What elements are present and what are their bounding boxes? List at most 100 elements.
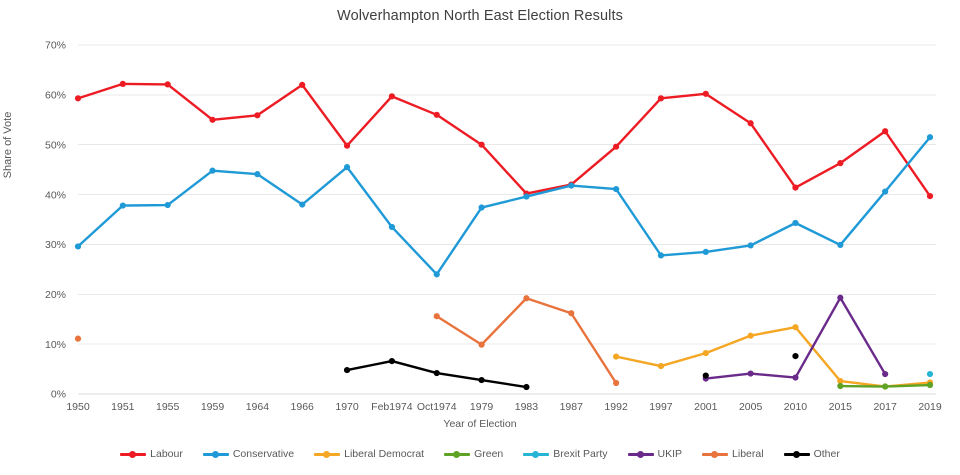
data-point[interactable] [433,111,440,118]
data-point[interactable] [478,141,485,148]
data-point[interactable] [209,116,216,123]
data-point[interactable] [702,350,709,357]
data-point[interactable] [837,382,844,390]
data-point[interactable] [613,353,620,360]
data-point[interactable] [882,370,889,378]
data-point[interactable] [209,167,216,174]
data-point[interactable] [747,120,754,127]
data-point[interactable] [613,379,620,387]
x-axis-tick-label: Oct1974 [417,401,457,413]
data-point[interactable] [568,182,575,189]
data-point[interactable] [882,128,889,135]
data-point[interactable] [657,95,665,102]
x-axis-tick-label: 2019 [918,401,942,413]
y-axis-tick-label: 10% [45,339,66,351]
data-point[interactable] [433,369,440,377]
data-point[interactable] [702,90,709,97]
data-point[interactable] [747,242,754,249]
data-point[interactable] [388,93,395,100]
data-point[interactable] [926,370,934,378]
data-point[interactable] [747,370,754,377]
series-brexit-party [926,370,934,378]
series-liberal [74,295,620,387]
data-point[interactable] [792,219,799,227]
data-point[interactable] [388,223,395,231]
chart-legend: Labour Conservative Liberal Democrat Green B… [0,448,960,460]
legend-item-label: Conservative [232,448,295,460]
data-point[interactable] [254,112,261,119]
y-axis-tick-label: 50% [45,139,66,151]
data-point[interactable] [343,142,351,149]
x-axis-tick-label: 2005 [739,401,763,413]
data-point[interactable] [164,201,171,209]
x-axis-tick-label: Feb1974 [371,401,413,413]
x-axis-tick-label: 2017 [873,401,897,413]
legend-item-ukip[interactable]: UKIP [627,448,683,460]
legend-item-label: Brexit Party [553,448,608,460]
legend-key-icon [523,449,550,459]
data-point[interactable] [657,362,665,370]
data-point[interactable] [613,185,620,193]
data-point[interactable] [433,271,440,278]
data-point[interactable] [702,372,709,379]
data-point[interactable] [74,95,82,102]
data-point[interactable] [926,134,934,141]
legend-item-conservative[interactable]: Conservative [202,448,295,460]
data-point[interactable] [478,341,485,348]
legend-key-icon [783,449,810,459]
x-axis-tick-label: 1950 [66,401,90,413]
data-point[interactable] [74,243,82,250]
data-point[interactable] [343,366,351,374]
legend-item-brexit-party[interactable]: Brexit Party [523,448,608,460]
legend-item-liberal-democrat[interactable]: Liberal Democrat [314,448,424,460]
legend-item-label: Other [813,448,840,460]
series-line [76,136,932,276]
data-point[interactable] [433,313,440,320]
data-point[interactable] [478,376,485,384]
data-point[interactable] [792,324,799,331]
data-point[interactable] [343,164,351,171]
series-line [614,325,932,388]
data-point[interactable] [299,201,306,208]
legend-item-labour[interactable]: Labour [120,448,183,460]
legend-key-icon [702,449,729,459]
data-point[interactable] [568,310,575,317]
legend-key-icon [202,449,229,459]
legend-item-label: UKIP [657,448,683,460]
data-point[interactable] [926,381,934,389]
data-point[interactable] [523,295,530,302]
data-point[interactable] [613,143,620,150]
data-point[interactable] [882,383,889,390]
data-point[interactable] [478,204,485,211]
series-other [343,353,799,391]
data-point[interactable] [837,294,844,301]
data-point[interactable] [926,192,934,200]
data-point[interactable] [254,171,261,178]
data-point[interactable] [702,248,709,256]
data-point[interactable] [657,252,665,259]
legend-item-liberal[interactable]: Liberal [702,448,764,460]
legend-item-green[interactable]: Green [444,448,503,460]
data-point[interactable] [792,374,799,381]
y-axis-tick-label: 20% [45,289,66,301]
data-point[interactable] [119,202,126,209]
x-axis-tick-label: 1997 [649,401,673,413]
legend-item-label: Labour [150,448,183,460]
legend-item-other[interactable]: Other [783,448,840,460]
data-point[interactable] [164,81,171,88]
x-axis-tick-label: 1951 [111,401,135,413]
data-point[interactable] [747,332,754,339]
data-point[interactable] [523,193,530,200]
data-point[interactable] [882,188,889,195]
data-point[interactable] [74,335,82,342]
data-point[interactable] [837,160,844,167]
data-point[interactable] [388,357,395,365]
data-point[interactable] [837,241,844,249]
data-point[interactable] [119,80,126,87]
data-point[interactable] [792,353,799,360]
data-point[interactable] [523,383,530,391]
data-point[interactable] [837,377,844,385]
data-point[interactable] [792,184,799,191]
y-axis-tick-label: 60% [45,90,66,102]
data-point[interactable] [299,81,306,88]
